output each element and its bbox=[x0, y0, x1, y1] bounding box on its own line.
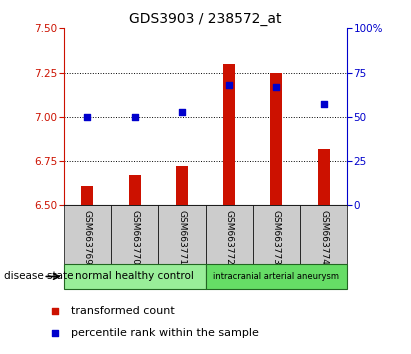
Text: percentile rank within the sample: percentile rank within the sample bbox=[71, 328, 259, 338]
Text: GSM663770: GSM663770 bbox=[130, 210, 139, 265]
Bar bbox=[223, 64, 235, 205]
Text: GSM663771: GSM663771 bbox=[178, 210, 186, 265]
Bar bbox=[318, 149, 330, 205]
Text: transformed count: transformed count bbox=[71, 306, 174, 316]
Point bbox=[178, 109, 185, 114]
Bar bbox=[253, 205, 300, 264]
Point bbox=[132, 114, 138, 120]
Title: GDS3903 / 238572_at: GDS3903 / 238572_at bbox=[129, 12, 282, 26]
Bar bbox=[300, 205, 347, 264]
Bar bbox=[176, 166, 188, 205]
Text: GSM663769: GSM663769 bbox=[83, 210, 92, 265]
Text: GSM663772: GSM663772 bbox=[225, 210, 233, 265]
Text: intracranial arterial aneurysm: intracranial arterial aneurysm bbox=[213, 272, 339, 281]
Bar bbox=[129, 175, 141, 205]
Bar bbox=[64, 264, 206, 289]
Point bbox=[226, 82, 233, 88]
Text: disease state: disease state bbox=[4, 272, 74, 281]
Bar bbox=[206, 264, 347, 289]
Bar bbox=[111, 205, 158, 264]
Point bbox=[84, 114, 90, 120]
Bar bbox=[81, 186, 93, 205]
Text: GSM663774: GSM663774 bbox=[319, 210, 328, 265]
Point bbox=[52, 330, 59, 336]
Bar bbox=[206, 205, 253, 264]
Text: GSM663773: GSM663773 bbox=[272, 210, 281, 265]
Point bbox=[52, 308, 59, 314]
Bar bbox=[158, 205, 206, 264]
Bar bbox=[64, 205, 111, 264]
Bar bbox=[270, 73, 282, 205]
Point bbox=[321, 102, 327, 107]
Text: normal healthy control: normal healthy control bbox=[75, 272, 194, 281]
Point bbox=[273, 84, 279, 90]
